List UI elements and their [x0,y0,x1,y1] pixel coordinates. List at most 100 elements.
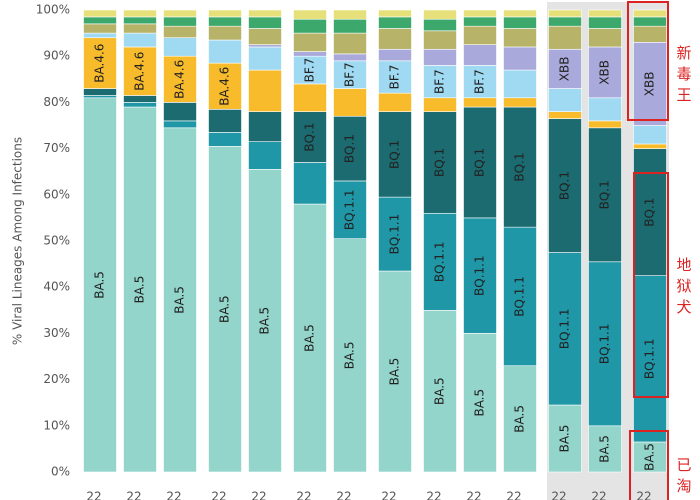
y-tick-label: 50% [43,234,70,248]
bar-segment [423,48,457,66]
x-tick-label: 22 [426,490,441,500]
segment-label: BQ.1.1 [558,308,572,349]
bar-segment [163,16,197,27]
bar-segment [378,9,412,18]
y-tick-label: 20% [43,372,70,386]
bar-segment [123,16,157,25]
bar-segment [378,60,412,94]
plot: 0% 10% 20% 30% 40% 50% 60% 70% 80% 90% 100% BA.5 BA.… [36,3,667,500]
bar-segment [548,88,582,112]
segment-label: BA.5 [173,286,187,314]
y-tick-label: 80% [43,95,70,109]
bar-segment [588,97,622,122]
bar-segment [163,37,197,57]
x-tick-label: 22 [466,490,481,500]
x-tick-label: 22 [86,490,101,500]
segment-label: BQ.1 [473,148,487,177]
y-axis-label: % Viral Lineages Among Infections [11,137,25,345]
bar-segment [548,118,582,253]
bar-segment [633,25,667,43]
segment-label: XBB [643,72,657,97]
bar-segment [423,18,457,32]
segment-label: BQ.1 [388,140,402,169]
segment-label: BA.5 [303,324,317,352]
segment-label: BA.5 [513,405,527,433]
bar-segment [463,9,497,18]
bar-segment [248,69,282,112]
bar-segment [378,111,412,198]
segment-label: BQ.1 [343,134,357,163]
bar-segment [588,9,622,18]
segment-label: BQ.1.1 [433,242,447,283]
bar-segment [463,65,497,99]
bar-segment [378,48,412,62]
bar-segment [248,9,282,18]
bar-segment [503,226,537,367]
bar-segment [83,88,117,96]
annotation: 新毒王 [675,45,693,108]
bar-segment [633,275,667,443]
segment-label: BQ.1 [598,180,612,209]
segment-label: BA.5 [258,307,272,335]
bar-segment [423,9,457,20]
segment-label: BQ.1 [513,153,527,182]
bar-segment [378,16,412,29]
y-tick-label: 90% [43,49,70,63]
bar-segment [378,270,412,473]
bar-segment [83,95,117,99]
x-tick-label: 22 [506,490,521,500]
segment-label: BA.5 [473,389,487,417]
bar-segment [423,111,457,214]
bar-segment [503,106,537,228]
bar-segment [503,46,537,71]
bar-segment [163,25,197,39]
bar-segment [423,30,457,50]
segment-label: BQ.1.1 [513,276,527,317]
bar-segment [83,97,117,473]
segment-label: BA.4.6 [133,52,147,91]
segment-label: BQ.1 [303,122,317,151]
segment-label: BA.5 [343,342,357,370]
x-tick-label: 22 [591,490,606,500]
bar-segment [548,48,582,89]
bar-segment [123,95,157,103]
bar-segment [378,92,412,112]
x-tick-label: 22 [166,490,181,500]
bar-segment [248,28,282,45]
bar-segment [293,203,327,473]
segment-label: BA.5 [598,435,612,463]
bar-segment [463,25,497,45]
bar-segment [503,28,537,48]
bar-segment [633,441,667,473]
bar-segment [423,309,457,473]
segment-label: BA.5 [643,443,657,471]
segment-label: BF.7 [388,65,402,90]
bar-segment [83,16,117,25]
bar-segment [503,9,537,18]
bar-segment [208,25,242,41]
bar-segment [548,9,582,18]
bar-segment [378,28,412,50]
bar-segment [293,111,327,163]
x-tick-label: 22 [126,490,141,500]
segment-label: BA.5 [433,377,447,405]
y-tick-label: 30% [43,326,70,340]
bar-segment [548,16,582,27]
bar-segment [333,115,367,182]
segment-label: BQ.1.1 [473,255,487,296]
bar-segment [248,169,282,473]
bar-segment [548,25,582,50]
bar-segment [163,55,197,103]
bar-segment [83,37,117,89]
bar-segment [588,127,622,263]
bar-segment [333,180,367,239]
bar-segment [548,111,582,119]
bar-segment [463,97,497,108]
x-tick-label: 22 [251,490,266,500]
bar-segment [588,261,622,427]
segment-label: BQ.1.1 [388,214,402,255]
bar-segment [208,9,242,18]
x-tick-label: 22 [211,490,226,500]
bar-segment [293,51,327,57]
